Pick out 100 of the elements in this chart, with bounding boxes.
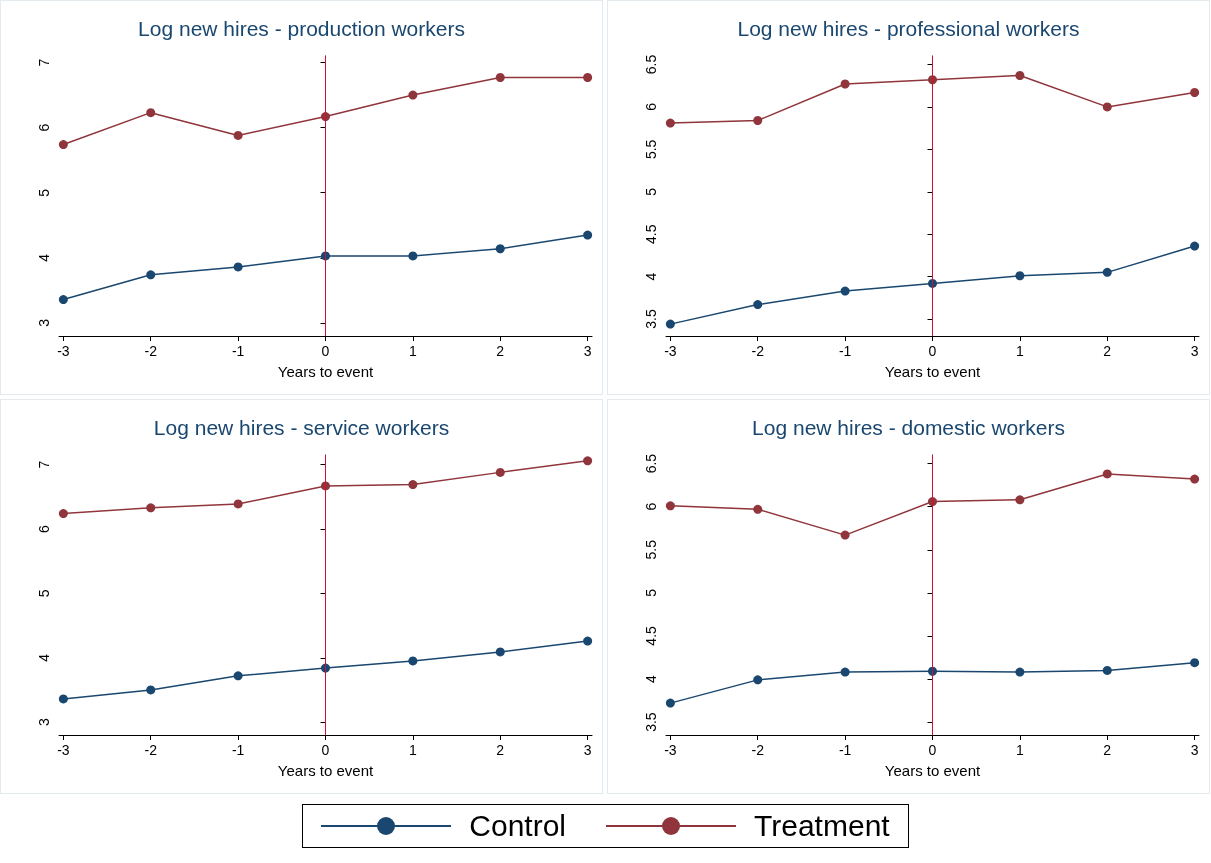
- chart-title: Log new hires - service workers: [153, 416, 450, 439]
- point: [1015, 495, 1025, 505]
- y-tick-label: 3: [36, 318, 52, 327]
- point: [146, 270, 156, 280]
- y-tick-label: 6.5: [643, 54, 659, 75]
- point: [753, 300, 763, 310]
- y-tick-label: 4: [36, 653, 52, 662]
- x-tick-label: 0: [321, 343, 330, 359]
- point: [58, 509, 68, 519]
- chart-title: Log new hires - professional workers: [737, 17, 1080, 40]
- x-axis-title: Years to event: [884, 762, 981, 779]
- x-tick-label: 3: [583, 742, 592, 758]
- x-axis-title: Years to event: [884, 363, 981, 380]
- x-tick-label: 2: [1103, 343, 1112, 359]
- point: [840, 530, 850, 540]
- x-tick-label: 3: [583, 343, 592, 359]
- point: [583, 456, 593, 466]
- point: [408, 656, 418, 666]
- point: [1190, 241, 1200, 251]
- x-tick-label: -1: [231, 343, 245, 359]
- point: [1102, 267, 1112, 277]
- x-tick-label: 0: [928, 742, 937, 758]
- y-tick-label: 4: [643, 674, 659, 683]
- point: [753, 115, 763, 125]
- point: [408, 251, 418, 261]
- point: [583, 72, 593, 82]
- point: [583, 636, 593, 646]
- x-tick-label: 3: [1190, 742, 1199, 758]
- y-tick-label: 4.5: [643, 224, 659, 244]
- point: [146, 503, 156, 513]
- y-tick-label: 5: [643, 187, 659, 196]
- point: [1102, 469, 1112, 479]
- point: [233, 262, 243, 272]
- point: [1190, 87, 1200, 97]
- point: [146, 108, 156, 118]
- x-tick-label: -3: [664, 343, 677, 359]
- point: [495, 647, 505, 657]
- y-tick-label: 3.5: [643, 309, 659, 329]
- x-tick-label: 0: [321, 742, 330, 758]
- x-tick-label: 3: [1190, 343, 1199, 359]
- legend-label: Control: [469, 809, 567, 843]
- point: [753, 675, 763, 685]
- point: [840, 667, 850, 677]
- point: [840, 286, 850, 296]
- point: [1190, 474, 1200, 484]
- y-tick-label: 6: [36, 524, 52, 533]
- point: [408, 90, 418, 100]
- point: [58, 295, 68, 305]
- y-tick-label: 4.5: [643, 625, 659, 646]
- x-tick-label: -1: [838, 343, 852, 359]
- y-tick-label: 5: [36, 589, 52, 598]
- point: [495, 244, 505, 254]
- x-tick-label: -3: [57, 343, 70, 359]
- point: [58, 694, 68, 704]
- legend-label: Treatment: [754, 809, 890, 843]
- y-tick-label: 3.5: [643, 712, 659, 732]
- y-tick-label: 5.5: [643, 139, 659, 160]
- point: [408, 480, 418, 490]
- y-tick-label: 6: [643, 102, 659, 111]
- x-tick-label: 2: [1103, 742, 1112, 758]
- x-tick-label: -3: [57, 742, 70, 758]
- x-tick-label: 1: [408, 742, 417, 758]
- point: [58, 140, 68, 150]
- y-tick-label: 6: [643, 502, 659, 511]
- y-tick-label: 4: [36, 253, 52, 262]
- point: [1015, 271, 1025, 281]
- y-tick-label: 5.5: [643, 539, 659, 560]
- x-tick-label: -1: [838, 742, 852, 758]
- point: [495, 72, 505, 82]
- x-tick-label: -2: [144, 742, 158, 758]
- x-tick-label: 1: [1015, 343, 1024, 359]
- y-tick-label: 5: [36, 188, 52, 197]
- x-axis-title: Years to event: [277, 762, 374, 779]
- x-tick-label: 2: [496, 343, 505, 359]
- point: [665, 501, 675, 511]
- y-tick-label: 6.5: [643, 453, 659, 474]
- chart-title: Log new hires - domestic workers: [752, 416, 1065, 439]
- point: [665, 118, 675, 128]
- x-tick-label: -2: [144, 343, 158, 359]
- y-tick-label: 7: [36, 460, 52, 469]
- x-tick-label: 1: [1015, 742, 1024, 758]
- x-axis-title: Years to event: [277, 363, 374, 380]
- point: [146, 685, 156, 695]
- point: [665, 319, 675, 329]
- point: [1102, 665, 1112, 675]
- x-tick-label: -3: [664, 742, 677, 758]
- point: [495, 467, 505, 477]
- point: [1102, 102, 1112, 112]
- y-tick-label: 6: [36, 123, 52, 132]
- point: [233, 130, 243, 140]
- x-tick-label: -2: [751, 742, 765, 758]
- x-tick-label: 2: [496, 742, 505, 758]
- y-tick-label: 5: [643, 588, 659, 597]
- y-tick-label: 3: [36, 718, 52, 727]
- y-tick-label: 7: [36, 58, 52, 67]
- y-tick-label: 4: [643, 272, 659, 281]
- point: [1190, 658, 1200, 668]
- point: [840, 79, 850, 89]
- point: [233, 671, 243, 681]
- x-tick-label: -1: [231, 742, 245, 758]
